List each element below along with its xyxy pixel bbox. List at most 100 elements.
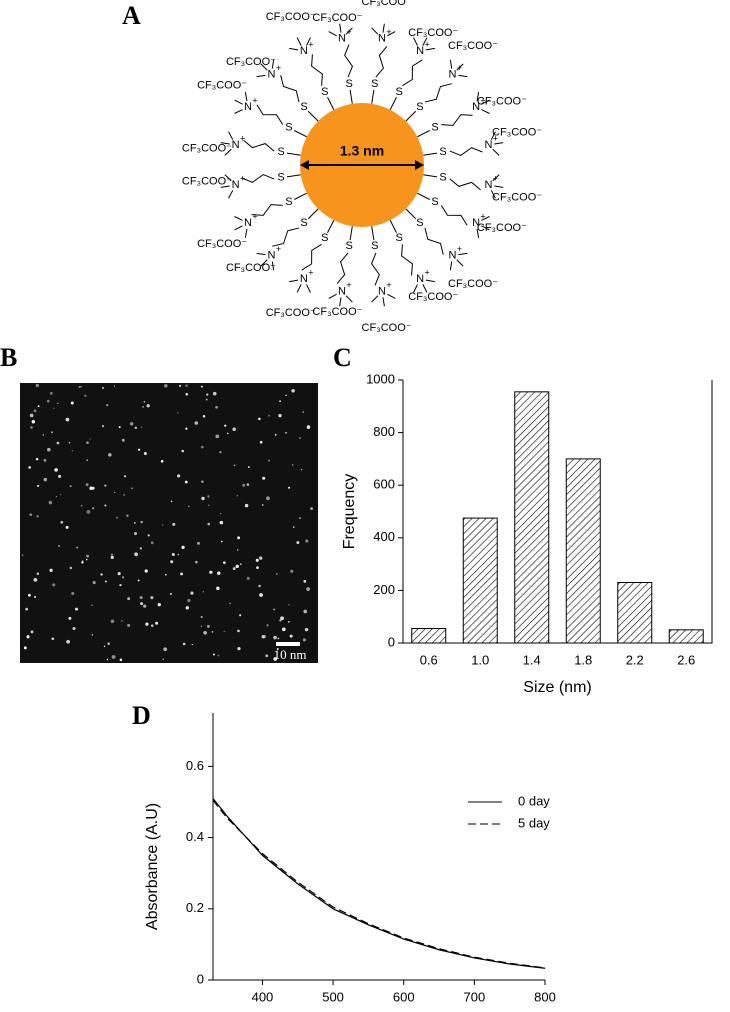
particle-spot bbox=[106, 404, 109, 407]
particle-spot bbox=[185, 427, 188, 430]
methyl bbox=[296, 284, 302, 293]
chain bbox=[424, 227, 444, 255]
particle-spot bbox=[147, 534, 150, 537]
particle-spot bbox=[121, 438, 125, 442]
counter-ion: CF₃COO⁻ bbox=[182, 175, 232, 187]
panel-label: D bbox=[132, 701, 151, 730]
particle-spot bbox=[279, 619, 282, 622]
micrograph-background bbox=[20, 383, 318, 663]
particle-spot bbox=[100, 573, 103, 576]
methyl bbox=[339, 297, 342, 307]
counter-ion: CF₃COO⁻ bbox=[197, 238, 247, 250]
sulfur-label: S bbox=[300, 101, 307, 113]
nanoparticle-diagram: SN+CF₃COO⁻SN+CF₃COO⁻SN+CF₃COO⁻SN+CF₃COO⁻… bbox=[182, 0, 542, 334]
particle-spot bbox=[277, 637, 280, 640]
particle-spot bbox=[224, 424, 227, 427]
line-series bbox=[212, 798, 546, 969]
nitrogen-label: N bbox=[472, 217, 480, 229]
methyl bbox=[260, 63, 268, 71]
particle-spot bbox=[30, 426, 33, 429]
particle-spot bbox=[104, 504, 107, 507]
particle-spot bbox=[80, 504, 83, 507]
particle-spot bbox=[150, 624, 154, 628]
y-tick-label: 400 bbox=[373, 529, 395, 544]
nitrogen-label: N bbox=[338, 32, 346, 44]
charge-label: + bbox=[240, 173, 245, 183]
bar bbox=[617, 582, 653, 644]
x-tick-label: 800 bbox=[534, 989, 556, 1004]
sulfur-label: S bbox=[346, 240, 353, 252]
particle-spot bbox=[110, 619, 115, 624]
methyl bbox=[234, 225, 243, 231]
x-tick-label: 500 bbox=[322, 989, 344, 1004]
particle-spot bbox=[123, 475, 127, 478]
particle-spot bbox=[126, 514, 129, 517]
sulfur-label: S bbox=[277, 172, 284, 184]
chain bbox=[301, 243, 322, 271]
particle-spot bbox=[51, 431, 53, 434]
sulfur-label: S bbox=[439, 172, 446, 184]
sulfur-label: S bbox=[396, 232, 403, 244]
particle-spot bbox=[220, 512, 222, 515]
nitrogen-label: N bbox=[232, 139, 240, 151]
chain bbox=[280, 75, 300, 103]
y-tick-label: 0.2 bbox=[186, 900, 204, 915]
chain bbox=[243, 139, 275, 152]
counter-ion: CF₃COO⁻ bbox=[492, 126, 542, 138]
bond bbox=[307, 110, 319, 122]
x-tick-label: 2.2 bbox=[626, 652, 644, 667]
particle-spot bbox=[306, 587, 310, 591]
particle-spot bbox=[134, 426, 138, 430]
particle-spot bbox=[68, 441, 71, 444]
particle-spot bbox=[299, 437, 301, 439]
sulfur-label: S bbox=[431, 196, 438, 208]
counter-ion: CF₃COO⁻ bbox=[408, 291, 458, 303]
methyl bbox=[371, 27, 379, 35]
sulfur-label: S bbox=[285, 122, 292, 134]
particle-spot bbox=[212, 653, 215, 656]
bond bbox=[286, 152, 301, 156]
chain bbox=[424, 83, 452, 103]
axis bbox=[402, 380, 713, 644]
particle-spot bbox=[273, 657, 278, 661]
particle-spot bbox=[177, 553, 180, 556]
particle-spot bbox=[188, 505, 190, 507]
nitrogen-label: N bbox=[268, 249, 276, 261]
counter-ion: CF₃COO⁻ bbox=[408, 27, 458, 39]
particle-spot bbox=[104, 580, 107, 583]
particle-spot bbox=[223, 561, 226, 565]
particle-spot bbox=[146, 404, 150, 408]
particle-spot bbox=[200, 625, 203, 628]
chain bbox=[272, 227, 300, 247]
y-tick-label: 800 bbox=[373, 424, 395, 439]
particle-spot bbox=[310, 507, 313, 510]
charge-label: + bbox=[308, 39, 313, 49]
particle-spot bbox=[185, 606, 190, 610]
chain bbox=[311, 54, 323, 86]
chain bbox=[336, 252, 349, 284]
particle-spot bbox=[219, 520, 224, 525]
particle-spot bbox=[229, 602, 231, 604]
methyl bbox=[234, 99, 243, 105]
particle-spot bbox=[85, 483, 89, 487]
particle-spot bbox=[303, 609, 308, 614]
particle-spot bbox=[299, 517, 301, 519]
particle-spot bbox=[34, 595, 37, 599]
y-tick-label: 1000 bbox=[366, 371, 395, 386]
counter-ion: CF₃COO⁻ bbox=[448, 40, 498, 52]
chain bbox=[241, 173, 275, 183]
particle-spot bbox=[258, 556, 263, 560]
particle-spot bbox=[53, 407, 55, 410]
particle-spot bbox=[268, 459, 271, 462]
methyl bbox=[345, 295, 353, 303]
y-tick-label: 0 bbox=[197, 971, 204, 986]
charge-label: + bbox=[276, 244, 281, 254]
particle-spot bbox=[280, 616, 284, 621]
methyl bbox=[481, 216, 490, 221]
particle-spot bbox=[144, 569, 148, 573]
bond bbox=[423, 152, 438, 156]
methyl bbox=[458, 252, 468, 256]
bond bbox=[327, 97, 335, 110]
particle-spot bbox=[217, 571, 221, 575]
particle-spot bbox=[107, 642, 111, 646]
